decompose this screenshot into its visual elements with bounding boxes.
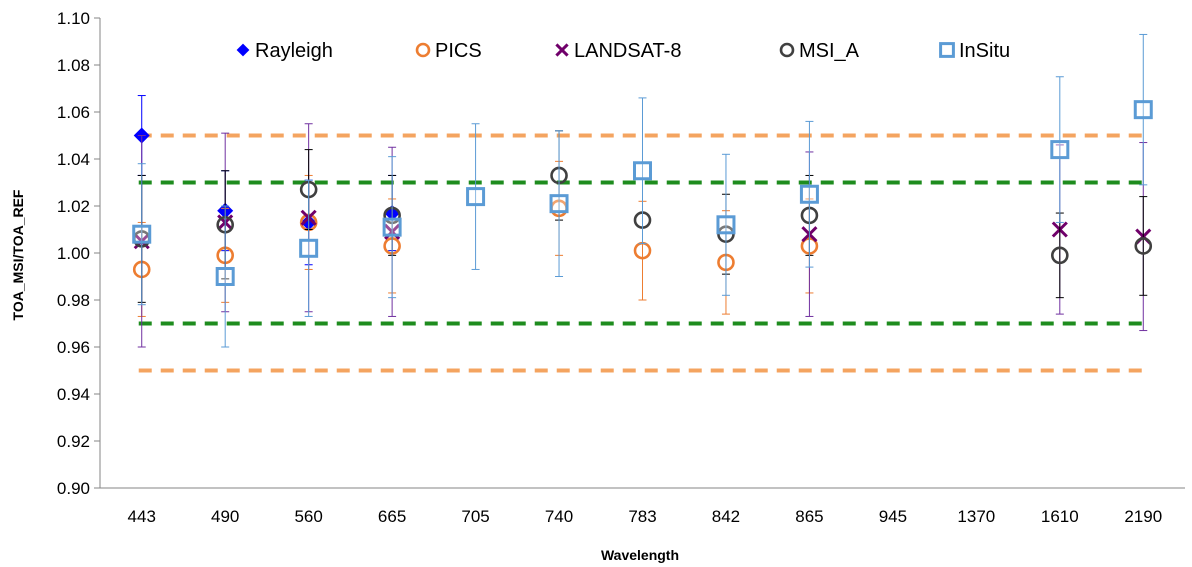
y-tick-label: 1.08	[57, 56, 90, 75]
marker-square	[299, 238, 319, 258]
legend-label: InSitu	[959, 40, 1010, 62]
marker-square	[939, 42, 955, 58]
x-tick-label: 865	[795, 507, 823, 526]
marker-circle	[779, 42, 795, 58]
legend-item: LANDSAT-8	[555, 40, 681, 62]
marker-circle	[415, 42, 431, 58]
y-tick-label: 1.04	[57, 150, 90, 169]
marker-cross	[555, 43, 569, 57]
legend-item: PICS	[415, 40, 482, 62]
marker-square	[382, 217, 402, 237]
marker-square	[799, 184, 819, 204]
series-layer	[132, 33, 1153, 348]
x-tick-label: 842	[712, 507, 740, 526]
marker-square	[1133, 100, 1153, 120]
x-axis-title: Wavelength	[601, 547, 679, 563]
x-tick-label: 740	[545, 507, 573, 526]
legend-label: PICS	[435, 40, 482, 62]
legend-item: MSI_A	[779, 40, 860, 62]
x-tick-label: 783	[628, 507, 656, 526]
legend-item: InSitu	[939, 40, 1010, 62]
x-tick-label: 705	[461, 507, 489, 526]
legend-label: LANDSAT-8	[574, 40, 681, 62]
y-axis: 0.90 0.92 0.94 0.96 0.98 1.00 1.02 1.04 1.06 1.08…	[57, 9, 101, 498]
y-tick-label: 1.06	[57, 103, 90, 122]
marker-square	[466, 187, 486, 207]
y-tick-label: 0.96	[57, 338, 90, 357]
y-tick-label: 0.92	[57, 432, 90, 451]
y-tick-label: 0.94	[57, 385, 90, 404]
marker-square	[1050, 140, 1070, 160]
marker-square	[633, 161, 652, 181]
legend: Rayleigh PICS LANDSAT-8 MSI_A InSitu	[236, 40, 1010, 62]
y-tick-label: 0.98	[57, 291, 90, 310]
y-tick-label: 1.02	[57, 197, 90, 216]
x-tick-label: 490	[211, 507, 239, 526]
x-axis: 443 490 560 665 705 740 783 842 865 945 1370 1610 21…	[100, 487, 1185, 526]
x-tick-label: 1610	[1041, 507, 1079, 526]
x-tick-label: 1370	[957, 507, 995, 526]
marker-square	[132, 224, 152, 244]
y-tick-label: 1.00	[57, 244, 90, 263]
x-tick-label: 2190	[1124, 507, 1162, 526]
x-tick-label: 665	[378, 507, 406, 526]
marker-square	[215, 267, 235, 286]
x-tick-label: 945	[879, 507, 907, 526]
reference-lines	[138, 133, 1147, 373]
legend-label: Rayleigh	[255, 40, 333, 62]
x-tick-label: 443	[128, 507, 156, 526]
y-axis-title: TOA_MSI/TOA_REF	[10, 189, 26, 320]
series-insitu	[132, 33, 1153, 348]
series-rayleigh	[133, 95, 401, 266]
legend-item: Rayleigh	[236, 40, 333, 62]
legend-label: MSI_A	[799, 40, 860, 62]
marker-circle	[1134, 237, 1153, 255]
y-tick-label: 0.90	[57, 479, 90, 498]
marker-circle	[1051, 246, 1069, 265]
x-tick-label: 560	[294, 507, 322, 526]
marker-square	[716, 215, 736, 235]
marker-diamond	[236, 43, 250, 57]
y-tick-label: 1.10	[57, 9, 90, 28]
marker-square	[549, 194, 569, 214]
